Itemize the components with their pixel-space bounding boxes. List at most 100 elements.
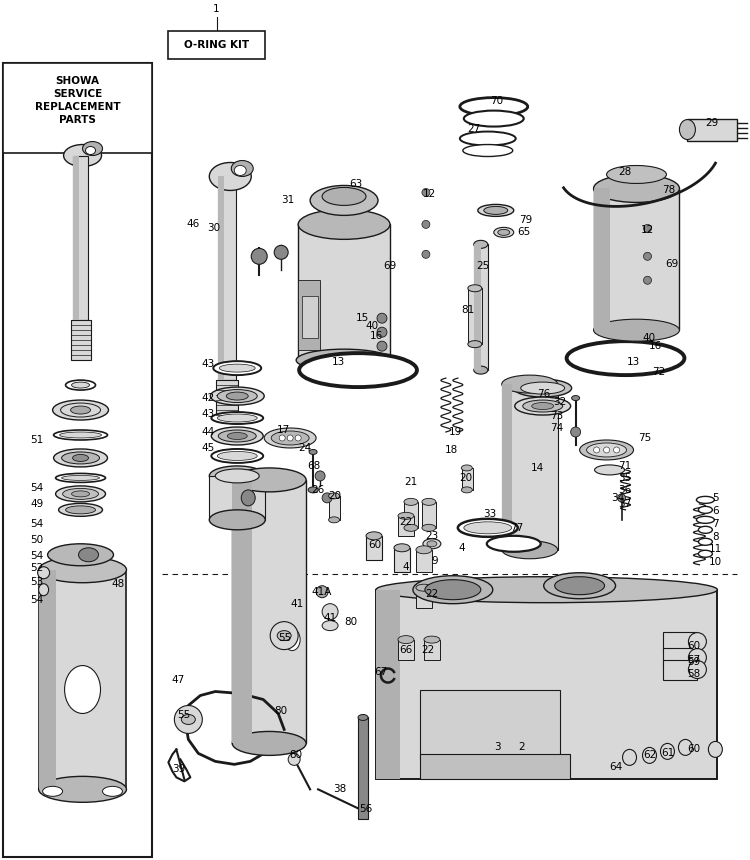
Ellipse shape — [211, 427, 263, 445]
Bar — [38, 569, 56, 789]
Ellipse shape — [593, 175, 680, 202]
Text: 62: 62 — [643, 751, 656, 760]
Ellipse shape — [514, 397, 571, 415]
Text: 41A: 41A — [312, 587, 332, 597]
Ellipse shape — [62, 452, 100, 464]
Ellipse shape — [502, 375, 558, 393]
Text: 27: 27 — [467, 124, 481, 133]
Text: 78: 78 — [662, 186, 675, 195]
Text: 65: 65 — [517, 227, 530, 237]
Ellipse shape — [416, 546, 432, 554]
Ellipse shape — [296, 349, 392, 372]
Ellipse shape — [70, 406, 91, 414]
Ellipse shape — [308, 487, 318, 493]
Ellipse shape — [593, 319, 680, 341]
Bar — [416, 587, 432, 608]
Ellipse shape — [424, 636, 440, 643]
Bar — [366, 536, 382, 560]
Text: 80: 80 — [274, 706, 288, 716]
Bar — [376, 590, 717, 779]
Text: 81: 81 — [461, 305, 475, 316]
Ellipse shape — [209, 466, 266, 486]
Ellipse shape — [226, 392, 248, 400]
Text: 54: 54 — [30, 519, 44, 529]
Ellipse shape — [423, 539, 441, 549]
Text: 12: 12 — [640, 225, 654, 236]
Text: 51: 51 — [30, 435, 44, 445]
Ellipse shape — [487, 536, 541, 552]
Ellipse shape — [698, 550, 712, 557]
Text: 23: 23 — [425, 531, 439, 541]
Bar — [688, 119, 737, 140]
Ellipse shape — [213, 361, 261, 375]
Ellipse shape — [38, 556, 127, 583]
Circle shape — [644, 224, 652, 232]
Ellipse shape — [622, 749, 637, 765]
Ellipse shape — [217, 390, 257, 402]
Text: 11: 11 — [709, 544, 722, 554]
Ellipse shape — [47, 544, 113, 566]
Circle shape — [604, 447, 610, 453]
Circle shape — [287, 435, 293, 441]
Text: 54: 54 — [30, 594, 44, 605]
Text: 34: 34 — [611, 493, 624, 503]
Ellipse shape — [328, 493, 340, 499]
Ellipse shape — [494, 227, 514, 237]
Ellipse shape — [698, 538, 712, 545]
Circle shape — [422, 250, 430, 258]
Ellipse shape — [227, 433, 248, 439]
Ellipse shape — [595, 465, 625, 475]
Text: 14: 14 — [531, 463, 544, 473]
Text: 46: 46 — [187, 219, 200, 230]
Text: 37: 37 — [618, 499, 632, 509]
Text: 54: 54 — [30, 550, 44, 561]
Ellipse shape — [310, 186, 378, 215]
Ellipse shape — [502, 541, 558, 559]
Circle shape — [174, 705, 202, 734]
Text: 1: 1 — [213, 3, 220, 14]
Ellipse shape — [43, 786, 62, 796]
Ellipse shape — [464, 111, 524, 126]
Text: 40: 40 — [365, 321, 379, 331]
Text: 40: 40 — [643, 333, 656, 343]
Ellipse shape — [404, 499, 418, 506]
Text: 33: 33 — [483, 509, 496, 519]
Ellipse shape — [322, 621, 338, 630]
Text: 24: 24 — [298, 443, 312, 453]
Text: 13: 13 — [627, 357, 640, 367]
Circle shape — [422, 220, 430, 229]
Text: 52: 52 — [30, 562, 44, 573]
Ellipse shape — [498, 230, 510, 236]
Ellipse shape — [697, 496, 714, 503]
Ellipse shape — [56, 473, 106, 482]
Ellipse shape — [394, 544, 410, 552]
Ellipse shape — [572, 396, 580, 401]
Text: 66: 66 — [399, 645, 412, 654]
Ellipse shape — [242, 490, 255, 506]
Text: 80: 80 — [290, 751, 303, 760]
Ellipse shape — [234, 165, 246, 175]
Circle shape — [377, 313, 387, 323]
Circle shape — [571, 427, 580, 437]
Ellipse shape — [232, 468, 306, 492]
Ellipse shape — [231, 161, 254, 176]
Circle shape — [274, 245, 288, 260]
Ellipse shape — [422, 499, 436, 506]
Bar — [474, 244, 481, 370]
Bar — [664, 660, 698, 679]
Text: 55: 55 — [177, 710, 190, 721]
Ellipse shape — [53, 430, 107, 440]
Text: 47: 47 — [172, 674, 185, 685]
Text: 25: 25 — [476, 261, 490, 271]
Text: 41: 41 — [290, 599, 304, 609]
Text: 28: 28 — [618, 168, 632, 177]
Text: 79: 79 — [519, 215, 532, 225]
Circle shape — [322, 604, 338, 620]
Text: 61: 61 — [661, 748, 674, 759]
Text: SHOWA
SERVICE
REPLACEMENT
PARTS: SHOWA SERVICE REPLACEMENT PARTS — [34, 76, 120, 126]
Circle shape — [644, 252, 652, 261]
Circle shape — [251, 249, 267, 264]
Text: 19: 19 — [449, 427, 463, 437]
Text: 16: 16 — [369, 331, 382, 341]
Text: 43: 43 — [202, 409, 215, 419]
